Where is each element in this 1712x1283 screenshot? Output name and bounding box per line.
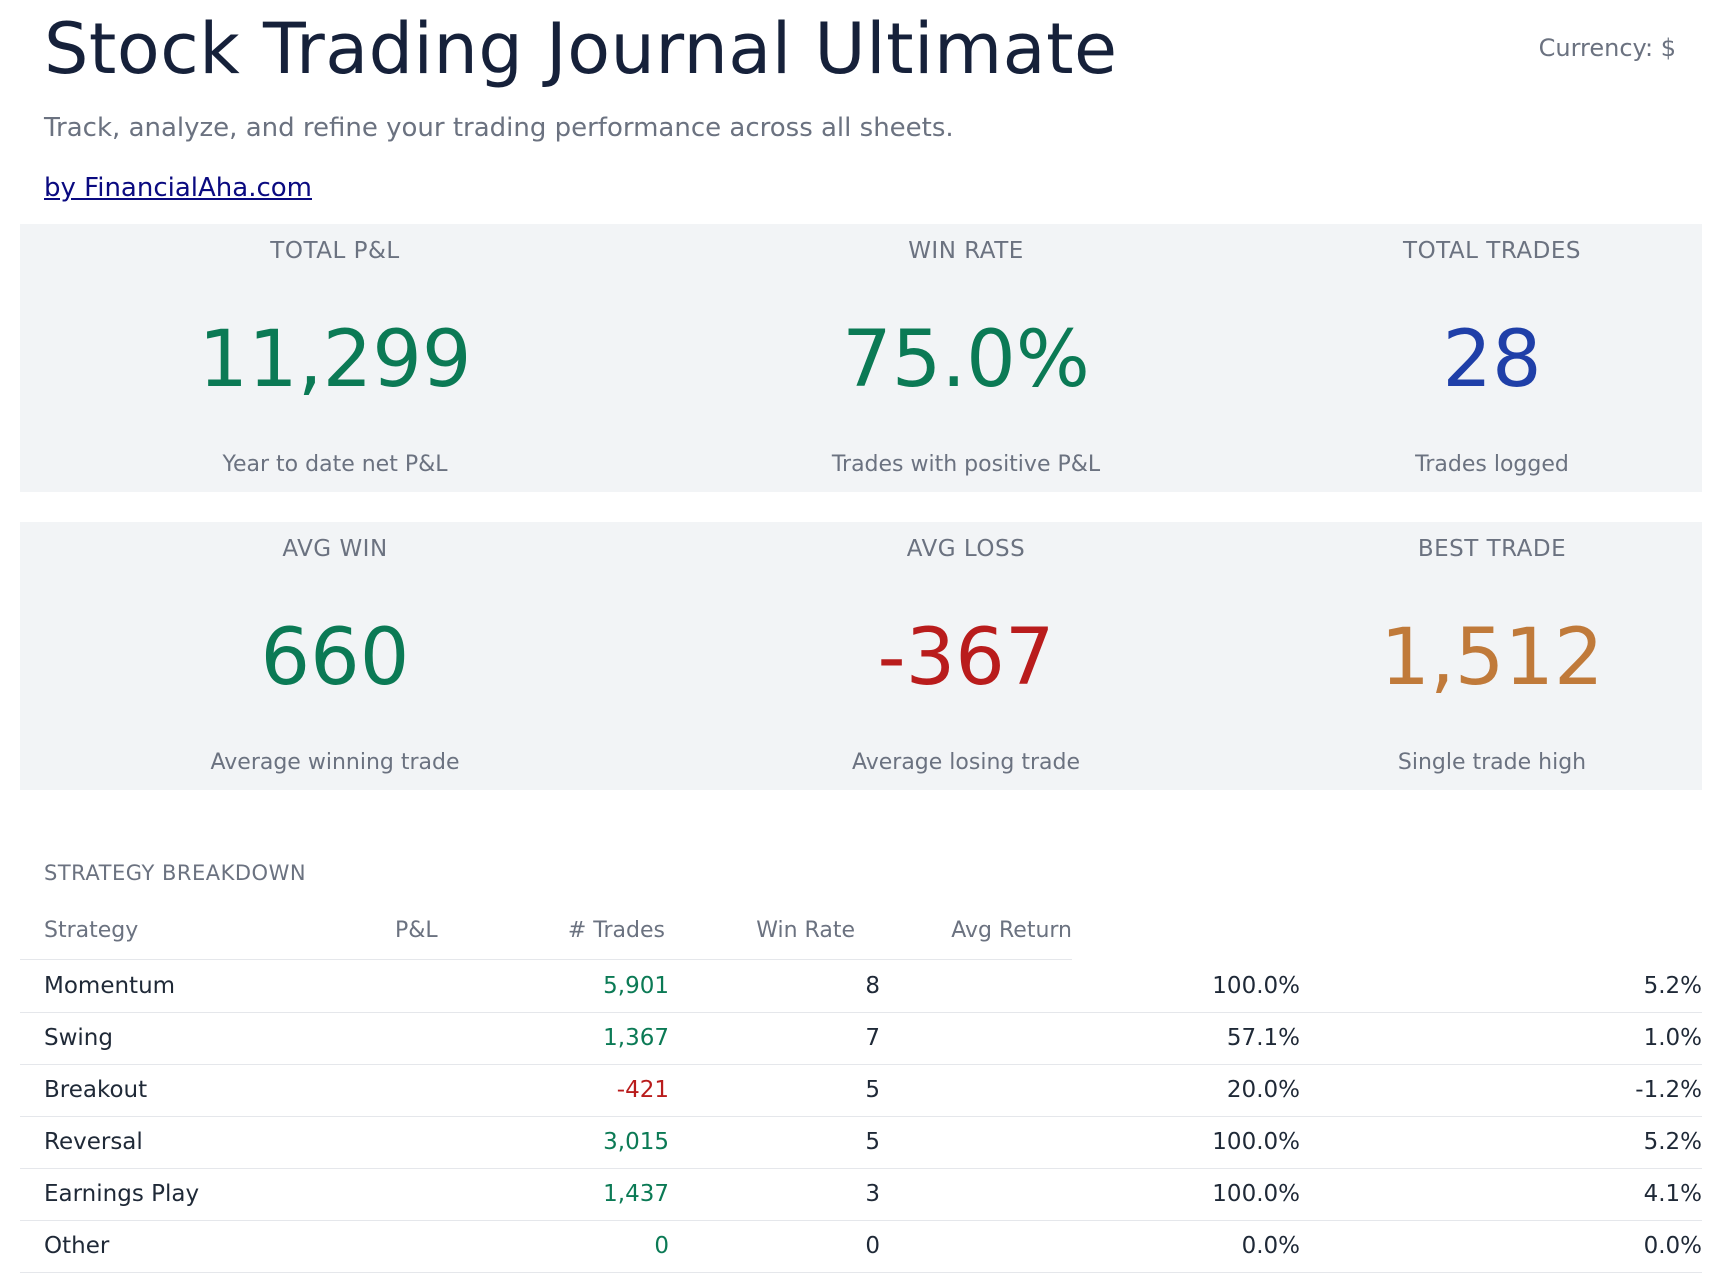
kpi-value: 660 <box>260 613 410 703</box>
strategy-table-body: Momentum 5,901 8 100.0% 5.2% Swing 1,367… <box>20 961 1702 1273</box>
kpi-value: -367 <box>877 613 1055 703</box>
column-header-trades: # Trades <box>567 918 665 943</box>
strategy-trades: 8 <box>865 973 880 999</box>
strategy-trades: 7 <box>865 1025 880 1051</box>
kpi-caption: Year to date net P&L <box>222 452 448 477</box>
strategy-win-rate: 57.1% <box>1226 1025 1300 1051</box>
kpi-label: AVG LOSS <box>906 536 1026 562</box>
table-row: Other 0 0 0.0% 0.0% <box>20 1221 1702 1273</box>
kpi-card-avg-win: AVG WIN 660 Average winning trade <box>20 522 650 790</box>
kpi-card-avg-loss: AVG LOSS -367 Average losing trade <box>650 522 1282 790</box>
strategy-win-rate: 20.0% <box>1226 1077 1300 1103</box>
kpi-label: TOTAL TRADES <box>1403 238 1581 264</box>
strategy-win-rate: 0.0% <box>1241 1233 1300 1259</box>
strategy-name: Breakout <box>44 1077 148 1103</box>
kpi-card-total-trades: TOTAL TRADES 28 Trades logged <box>1282 224 1702 492</box>
strategy-name: Reversal <box>44 1129 143 1155</box>
column-header-pnl: P&L <box>395 918 438 943</box>
strategy-avg-return: -1.2% <box>1635 1077 1702 1103</box>
column-header-win-rate: Win Rate <box>756 918 855 943</box>
strategy-win-rate: 100.0% <box>1212 973 1300 999</box>
strategy-pnl: -421 <box>616 1077 669 1103</box>
table-row: Reversal 3,015 5 100.0% 5.2% <box>20 1117 1702 1169</box>
kpi-value: 11,299 <box>198 315 472 405</box>
section-title-strategy: STRATEGY BREAKDOWN <box>44 861 307 885</box>
kpi-card-win-rate: WIN RATE 75.0% Trades with positive P&L <box>650 224 1282 492</box>
strategy-avg-return: 4.1% <box>1643 1181 1702 1207</box>
strategy-avg-return: 5.2% <box>1643 973 1702 999</box>
strategy-table-header: Strategy P&L # Trades Win Rate Avg Retur… <box>20 913 1072 960</box>
table-row: Breakout -421 5 20.0% -1.2% <box>20 1065 1702 1117</box>
page-subtitle: Track, analyze, and refine your trading … <box>44 113 954 143</box>
kpi-caption: Average winning trade <box>210 750 460 775</box>
page-title: Stock Trading Journal Ultimate <box>44 8 1118 90</box>
strategy-pnl: 0 <box>654 1233 669 1259</box>
kpi-label: WIN RATE <box>908 238 1024 264</box>
kpi-caption: Average losing trade <box>851 750 1081 775</box>
strategy-name: Swing <box>44 1025 113 1051</box>
strategy-avg-return: 1.0% <box>1643 1025 1702 1051</box>
column-header-avg-return: Avg Return <box>951 918 1072 943</box>
strategy-win-rate: 100.0% <box>1212 1181 1300 1207</box>
strategy-trades: 0 <box>865 1233 880 1259</box>
strategy-pnl: 1,367 <box>603 1025 669 1051</box>
strategy-name: Other <box>44 1233 110 1259</box>
table-row: Swing 1,367 7 57.1% 1.0% <box>20 1013 1702 1065</box>
kpi-value: 1,512 <box>1380 613 1604 703</box>
strategy-pnl: 5,901 <box>603 973 669 999</box>
table-row: Momentum 5,901 8 100.0% 5.2% <box>20 961 1702 1013</box>
byline-link[interactable]: by FinancialAha.com <box>44 173 312 203</box>
strategy-name: Earnings Play <box>44 1181 200 1207</box>
strategy-pnl: 1,437 <box>603 1181 669 1207</box>
kpi-value: 28 <box>1442 315 1542 405</box>
kpi-row-2: AVG WIN 660 Average winning trade AVG LO… <box>20 522 1702 790</box>
strategy-avg-return: 0.0% <box>1643 1233 1702 1259</box>
strategy-win-rate: 100.0% <box>1212 1129 1300 1155</box>
kpi-row-1: TOTAL P&L 11,299 Year to date net P&L WI… <box>20 224 1702 492</box>
kpi-card-total-pnl: TOTAL P&L 11,299 Year to date net P&L <box>20 224 650 492</box>
table-row: Earnings Play 1,437 3 100.0% 4.1% <box>20 1169 1702 1221</box>
currency-label: Currency: $ <box>1538 34 1676 62</box>
column-header-strategy: Strategy <box>44 918 139 943</box>
kpi-value: 75.0% <box>842 315 1090 405</box>
strategy-avg-return: 5.2% <box>1643 1129 1702 1155</box>
strategy-trades: 5 <box>865 1077 880 1103</box>
strategy-pnl: 3,015 <box>603 1129 669 1155</box>
kpi-label: AVG WIN <box>282 536 388 562</box>
kpi-caption: Trades logged <box>1415 452 1569 477</box>
kpi-label: TOTAL P&L <box>270 238 400 264</box>
kpi-caption: Trades with positive P&L <box>831 452 1101 477</box>
strategy-trades: 3 <box>865 1181 880 1207</box>
strategy-trades: 5 <box>865 1129 880 1155</box>
strategy-name: Momentum <box>44 973 176 999</box>
kpi-label: BEST TRADE <box>1417 536 1567 562</box>
kpi-card-best-trade: BEST TRADE 1,512 Single trade high <box>1282 522 1702 790</box>
kpi-caption: Single trade high <box>1397 750 1587 775</box>
